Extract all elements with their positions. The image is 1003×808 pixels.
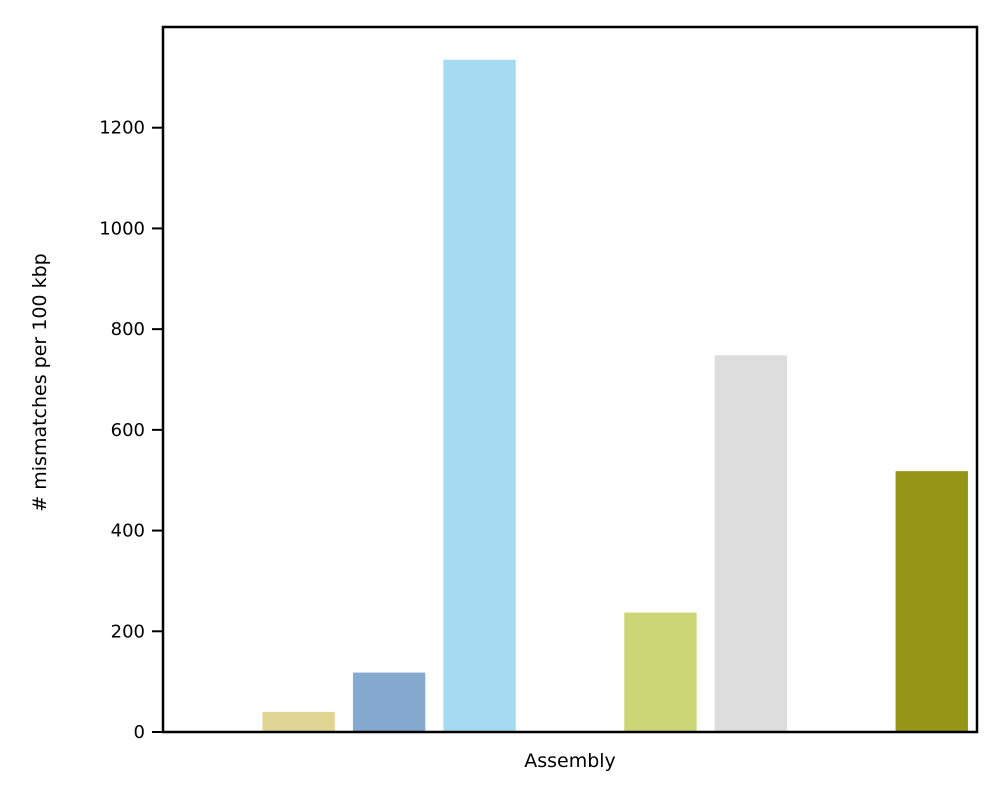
bar-1 [262, 711, 335, 732]
bar-2 [352, 672, 426, 732]
y-tick-label: 200 [111, 621, 145, 642]
plot-frame [161, 25, 979, 734]
y-tick-label: 0 [134, 722, 145, 743]
y-axis-title: # mismatches per 100 kbp [29, 253, 51, 511]
bar-5 [714, 355, 788, 732]
y-tick-label: 1200 [99, 118, 145, 139]
bar-3 [443, 59, 516, 733]
y-tick-label: 1000 [99, 218, 145, 239]
x-axis-title: Assembly [524, 750, 616, 772]
y-tick-label: 800 [111, 319, 145, 340]
y-axis: 0 200 400 600 800 1000 1200 [99, 118, 163, 743]
y-tick-label: 600 [111, 420, 145, 441]
bar-6 [895, 471, 968, 732]
bars-layer [262, 59, 968, 733]
bar-4 [624, 612, 697, 732]
y-tick-label: 400 [111, 521, 145, 542]
